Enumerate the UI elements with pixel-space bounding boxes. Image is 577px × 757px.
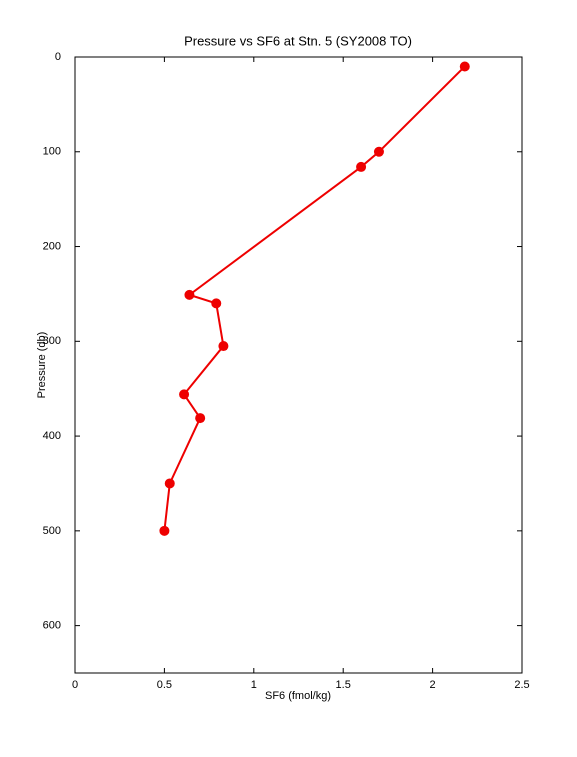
y-tick-label: 600: [43, 620, 61, 632]
x-tick-label: 0: [72, 679, 78, 691]
x-tick-label: 1: [251, 679, 257, 691]
data-point: [159, 525, 170, 536]
data-point: [179, 389, 190, 400]
y-tick-label: 0: [55, 51, 61, 63]
y-tick-label: 200: [43, 240, 61, 252]
y-tick-label: 100: [43, 146, 61, 158]
data-point: [373, 146, 384, 157]
data-point: [195, 413, 206, 424]
x-tick-label: 1.5: [336, 679, 351, 691]
plot-frame: [74, 56, 523, 674]
data-point: [211, 298, 222, 309]
chart-title: Pressure vs SF6 at Stn. 5 (SY2008 TO): [184, 33, 412, 48]
x-axis-label: SF6 (fmol/kg): [265, 690, 331, 702]
x-tick-label: 2.5: [514, 679, 529, 691]
data-point: [184, 289, 195, 300]
x-tick-label: 2: [430, 679, 436, 691]
x-tick-label: 0.5: [157, 679, 172, 691]
data-point: [164, 478, 175, 489]
data-point: [356, 161, 367, 172]
data-point: [218, 341, 229, 352]
y-tick-label: 400: [43, 430, 61, 442]
y-axis-label: Pressure (db): [36, 332, 48, 399]
data-line: [163, 65, 466, 531]
y-tick-label: 300: [43, 335, 61, 347]
y-tick-label: 500: [43, 525, 61, 537]
data-point: [459, 61, 470, 72]
